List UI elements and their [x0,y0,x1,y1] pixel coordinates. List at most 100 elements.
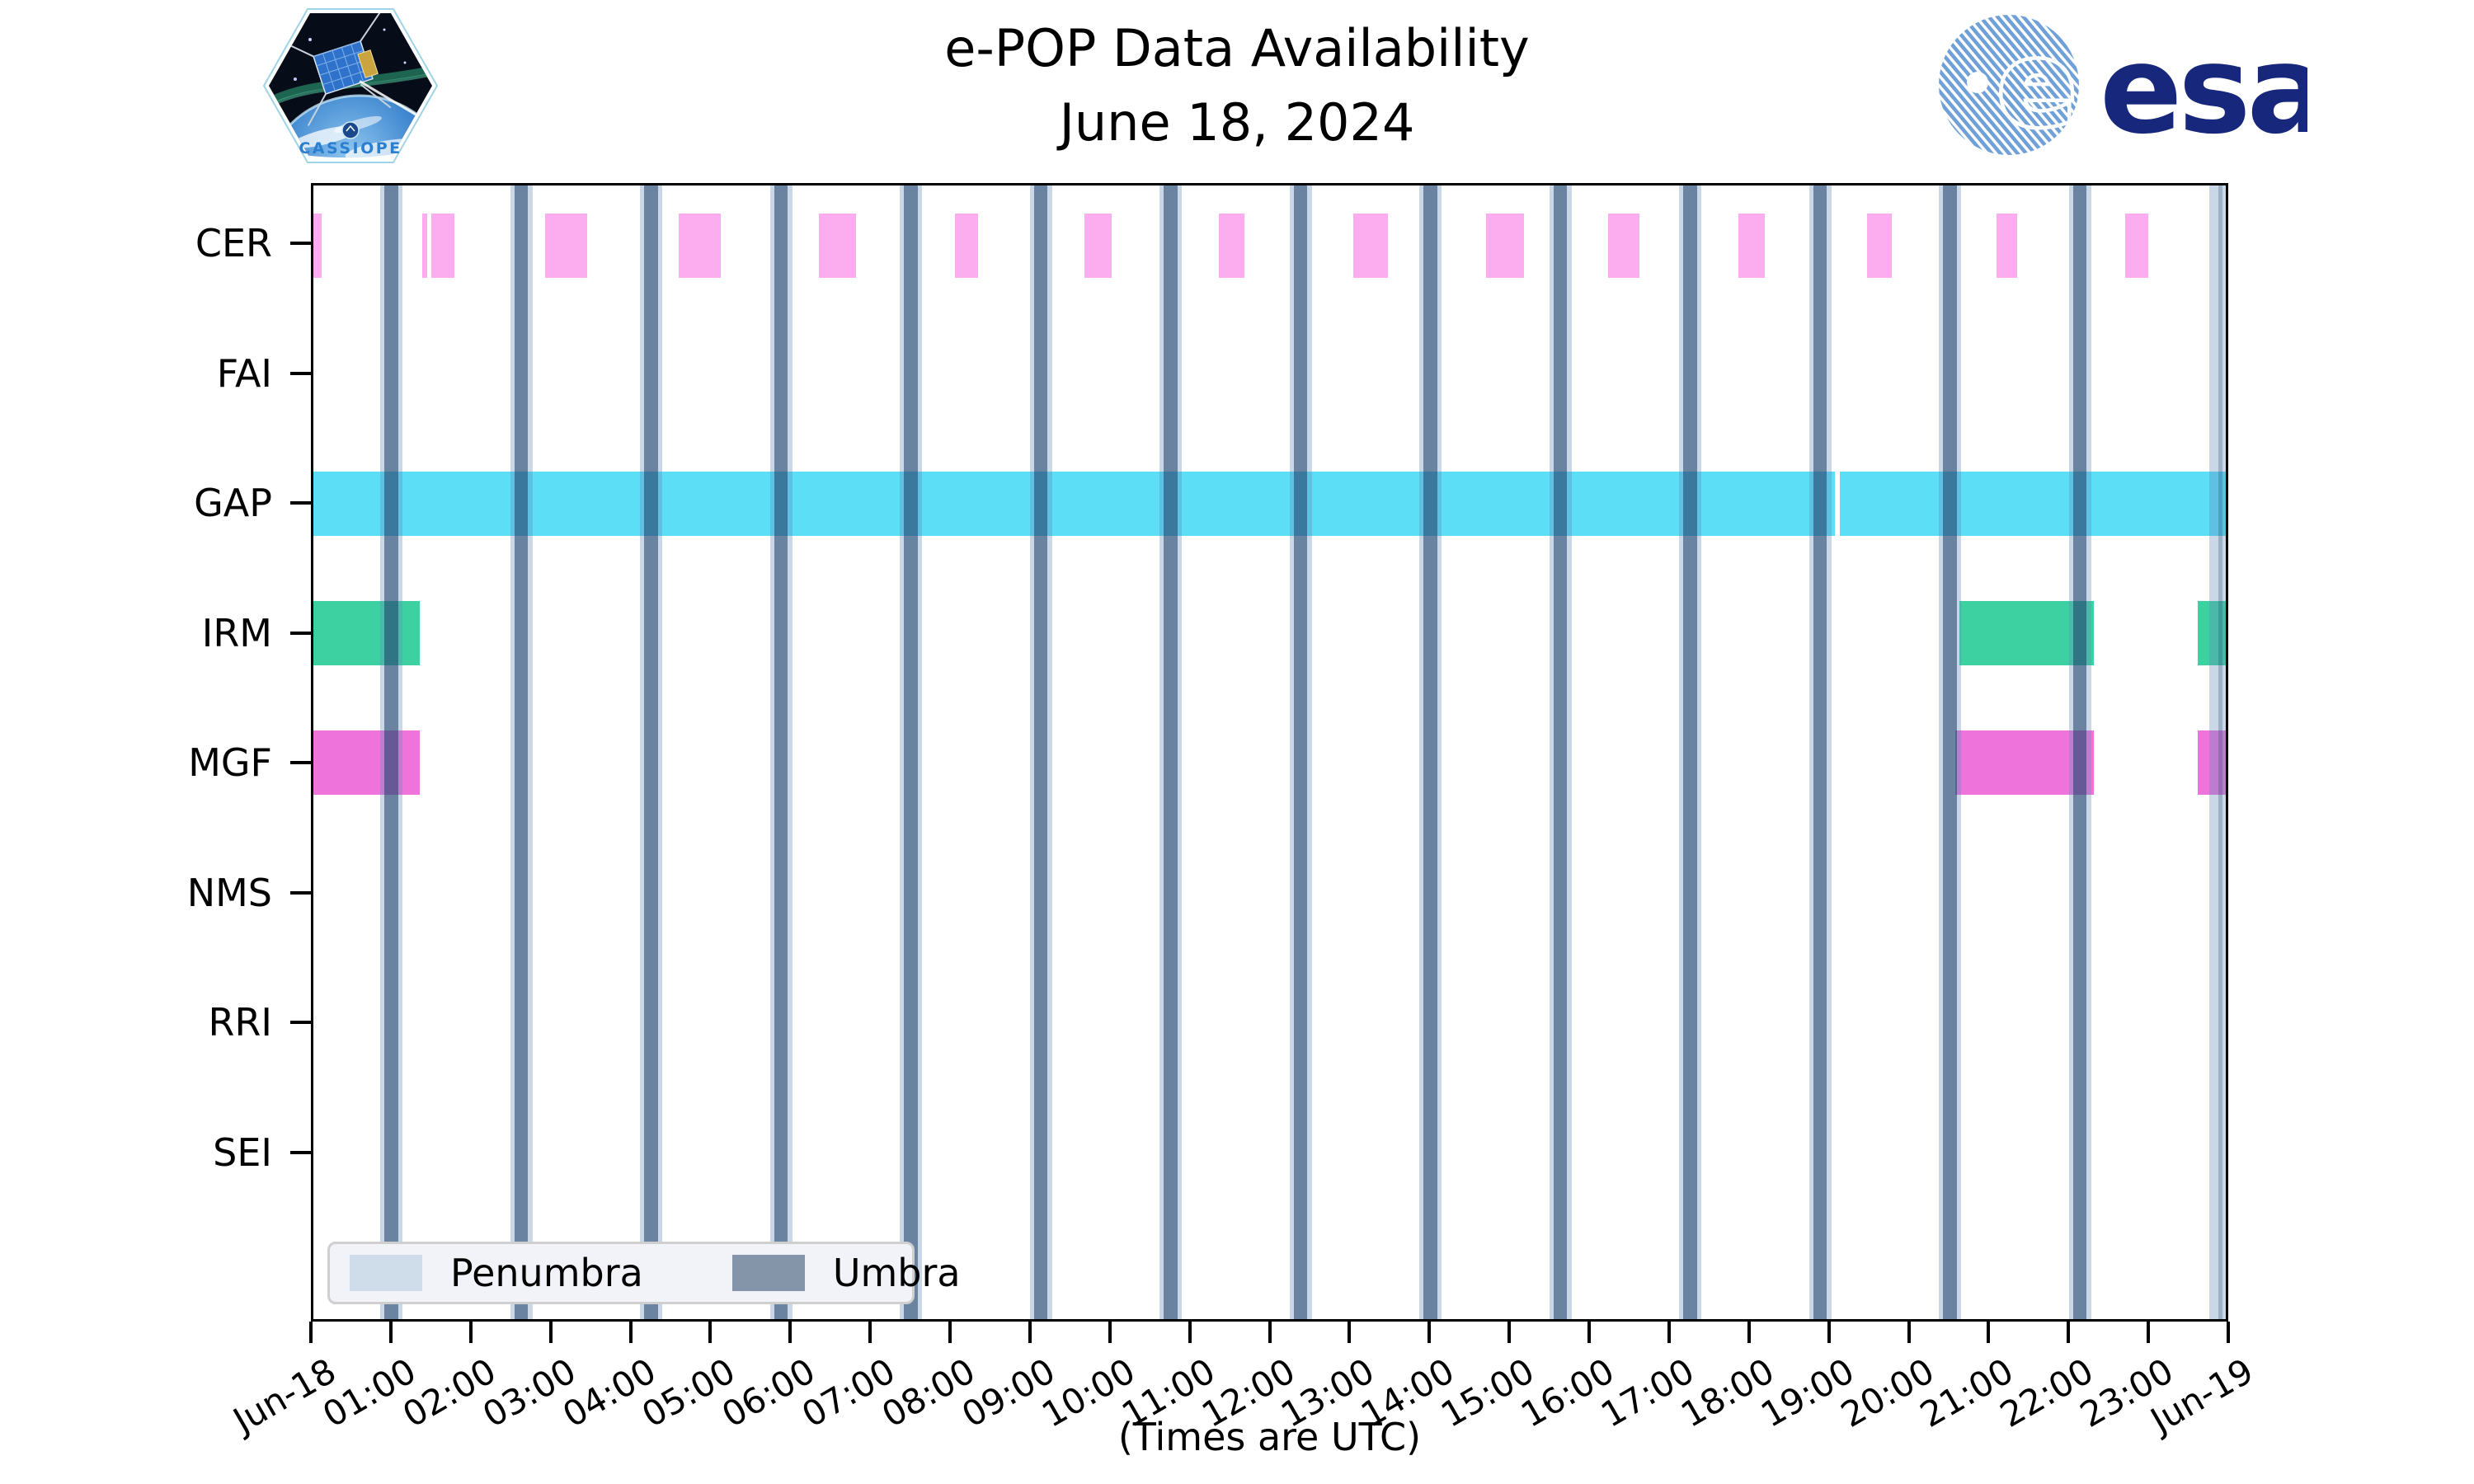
plot-area: Penumbra Umbra [311,183,2228,1322]
penumbra-swatch [350,1255,422,1291]
cer-availability-bar [313,213,322,278]
irm-availability-bar [1959,601,2094,666]
x-tick [1268,1322,1272,1343]
cer-availability-bar [1218,213,1244,278]
esa-globe-dot [1967,72,1988,93]
patch-mission-name: CASSIOPE [299,139,402,157]
x-tick [1188,1322,1192,1343]
umbra-label: Umbra [832,1251,961,1295]
esa-wordmark: esa [2100,19,2307,161]
row-label-mgf: MGF [188,740,272,785]
mgf-availability-bar [2198,730,2226,795]
x-axis-caption: (Times are UTC) [1117,1415,1422,1459]
row-label-irm: IRM [201,610,272,655]
umbra-band [384,186,398,1319]
cer-availability-bar [2125,213,2149,278]
x-tick [1587,1322,1591,1343]
umbra-band [904,186,918,1319]
cer-availability-bar [1867,213,1893,278]
cer-availability-bar [1084,213,1112,278]
umbra-band [1033,186,1048,1319]
esa-globe-e: e [1998,18,2077,153]
x-tick [1427,1322,1432,1343]
x-tick [2147,1322,2151,1343]
irm-availability-bar [313,601,420,666]
legend: Penumbra Umbra [327,1242,961,1304]
mgf-availability-bar [1955,730,2094,795]
cer-availability-bar [1486,213,1524,278]
umbra-band [1813,186,1827,1319]
y-tick [290,1150,311,1154]
cer-availability-bar [1352,213,1388,278]
x-tick [1348,1322,1352,1343]
x-tick [788,1322,793,1343]
x-tick [388,1322,393,1343]
umbra-swatch [731,1255,805,1291]
cassiope-mission-patch: CASSIOPE [262,8,439,163]
umbra-band [1164,186,1178,1319]
x-tick [1827,1322,1831,1343]
row-label-nms: NMS [186,870,272,915]
cer-availability-bar [431,213,455,278]
x-tick [1108,1322,1112,1343]
y-tick [290,890,311,895]
row-label-gap: GAP [194,481,272,525]
x-tick [708,1322,713,1343]
x-tick [548,1322,553,1343]
x-tick [628,1322,633,1343]
cer-availability-bar [678,213,721,278]
x-tick [1987,1322,1991,1343]
umbra-band [1943,186,1957,1319]
umbra-band [1423,186,1437,1319]
umbra-band [1683,186,1697,1319]
umbra-band [1293,186,1308,1319]
irm-availability-bar [2198,601,2226,666]
cer-availability-bar [1996,213,2017,278]
cer-availability-bar [545,213,588,278]
cer-availability-bar [954,213,978,278]
row-label-cer: CER [195,221,272,265]
penumbra-band [2208,186,2226,1319]
x-tick [1907,1322,1911,1343]
patch-emblem [341,121,360,139]
legend-item-umbra: Umbra [731,1251,961,1295]
chart-title: e-POP Data Availability [944,18,1530,78]
patch-satellite [278,13,432,129]
esa-logo: e esa [1939,15,2307,161]
umbra-band [514,186,529,1319]
x-tick [1747,1322,1751,1343]
y-tick [290,501,311,505]
umbra-band [774,186,788,1319]
x-tick [468,1322,473,1343]
x-tick [868,1322,872,1343]
gap-availability-bar [1840,472,2226,537]
cer-availability-bar [1608,213,1639,278]
y-tick [290,761,311,764]
x-tick [309,1322,313,1343]
x-tick [1028,1322,1032,1343]
faint-umbra-band [2218,186,2222,1319]
y-tick [290,371,311,375]
mgf-availability-bar [313,730,421,795]
cer-availability-bar [818,213,856,278]
cer-availability-bar [422,213,428,278]
y-tick [290,631,311,635]
row-label-sei: SEI [213,1129,272,1175]
chart-subtitle: June 18, 2024 [1059,92,1415,153]
row-label-fai: FAI [216,350,272,396]
row-label-rri: RRI [208,1000,273,1045]
legend-item-penumbra: Penumbra [350,1251,643,1295]
chart-title-block: e-POP Data Availability June 18, 2024 [0,12,2474,160]
y-axis-ticks [290,183,311,1322]
x-axis-ticks [309,1322,2230,1345]
y-tick [290,242,311,245]
umbra-band [1553,186,1568,1319]
y-tick [290,1021,311,1024]
x-tick [2227,1322,2230,1343]
gap-availability-bar [313,472,1835,537]
y-axis-labels: CER FAI GAP IRM MGF NMS RRI SEI [107,183,280,1322]
cer-availability-bar [1738,213,1766,278]
x-tick [1507,1322,1512,1343]
x-tick [2067,1322,2071,1343]
